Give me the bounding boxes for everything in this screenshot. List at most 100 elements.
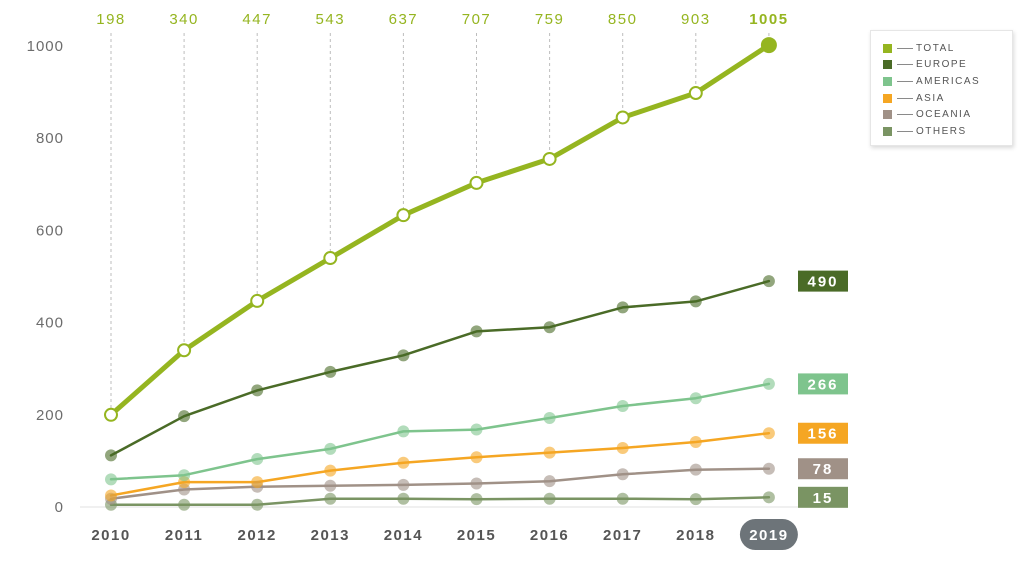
series-line-others [109,496,771,506]
x-tick-label: 2015 [457,527,496,544]
data-point-others [178,498,191,511]
data-point-oceania [616,468,629,481]
legend-item: TOTAL [883,40,1012,57]
data-point-oceania [324,479,337,492]
legend-item: EUROPE [883,57,1012,74]
data-point-others [762,491,775,504]
legend-label: AMERICAS [916,75,981,87]
data-point-oceania [543,475,556,488]
x-tick-label: 2016 [530,527,569,544]
data-point-europe [470,325,483,338]
labels: 198 340 447 543 637 707 759 850 903 1005 15 78 156 26… [96,11,848,508]
data-point-europe [543,321,556,334]
legend-line [897,97,913,99]
top-value-label: 543 [316,11,346,28]
end-value-badge [798,373,848,395]
top-value-label: 850 [608,11,638,28]
data-point-europe [762,275,775,288]
data-point-oceania [470,477,483,490]
x-tick-highlight [739,519,798,550]
series-lines [108,42,772,506]
data-point-europe [616,301,629,314]
legend-label: ASIA [916,92,945,104]
x-tick-label: 2019 [749,527,788,544]
data-points [104,37,777,511]
data-point-americas [324,442,337,455]
data-point-americas [762,377,775,390]
legend-swatch [883,126,892,136]
data-point-americas [105,473,117,486]
y-tick-label: 0 [55,499,64,516]
data-point-americas [178,469,191,482]
data-point-total [469,175,484,190]
axes: 0 200 400 600 800 1000 2010 2011 2012 2013 2014 201… [27,38,800,550]
data-point-asia [251,476,264,489]
data-point-americas [543,412,556,425]
data-point-others [324,492,337,505]
data-point-others [616,492,629,505]
legend-item: ASIA [883,90,1012,107]
data-point-europe [105,449,117,462]
y-tick-label: 800 [36,130,64,147]
end-value-label: 15 [813,490,834,507]
data-point-total [615,110,630,125]
data-point-total [396,208,411,223]
x-tick-label: 2012 [238,527,277,544]
top-value-label: 198 [96,11,126,28]
data-point-americas [470,423,483,436]
data-point-asia [105,489,117,502]
legend-item: OCEANIA [883,106,1012,123]
y-tick-label: 600 [36,222,64,239]
data-point-total [542,151,557,166]
series-line-oceania [109,467,771,500]
data-point-others [689,493,702,506]
legend-label: EUROPE [916,59,968,71]
data-point-total [760,37,777,54]
end-value-label: 78 [813,461,834,478]
data-point-asia [689,435,702,448]
top-value-label: 759 [535,11,565,28]
end-value-label: 156 [807,426,838,443]
legend-label: TOTAL [916,42,955,54]
top-value-label: 1005 [749,11,788,28]
data-point-others [470,493,483,506]
data-point-americas [616,400,629,413]
data-point-others [543,492,556,505]
data-point-asia [762,427,775,440]
legend-swatch [883,43,892,53]
data-point-total [323,251,338,266]
data-point-total [688,86,703,101]
legend-swatch [883,93,892,103]
data-point-asia [470,451,483,464]
top-value-label: 447 [242,11,272,28]
series-line-europe [109,279,771,457]
legend-swatch [883,60,892,70]
legend: TOTAL EUROPE AMERICAS ASIA OCEANIA OTHERS [870,30,1013,146]
legend-line [897,47,913,49]
legend-swatch [883,76,892,86]
data-point-europe [324,365,337,378]
series-line-asia [109,431,771,497]
data-point-oceania [397,478,410,491]
data-point-asia [543,446,556,459]
data-point-others [397,492,410,505]
x-tick-label: 2014 [384,527,423,544]
legend-line [897,64,913,66]
data-point-total [177,343,192,358]
data-point-americas [397,425,410,438]
y-tick-label: 200 [36,407,64,424]
y-tick-label: 1000 [27,38,64,55]
y-tick-label: 400 [36,315,64,332]
grid-lines [110,33,770,415]
legend-label: OCEANIA [916,109,972,121]
data-point-europe [397,349,410,362]
top-value-label: 707 [462,11,492,28]
legend-line [897,80,913,82]
data-point-asia [324,464,337,477]
end-value-badge [798,270,848,292]
legend-item: AMERICAS [883,73,1012,90]
data-point-europe [251,384,264,397]
legend-line [897,114,913,116]
x-tick-label: 2010 [91,527,130,544]
data-point-europe [689,295,702,308]
